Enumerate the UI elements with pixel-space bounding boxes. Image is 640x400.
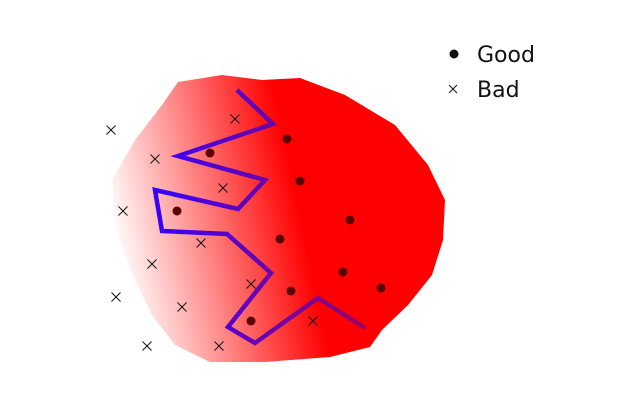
bad-point <box>308 316 318 326</box>
bad-point <box>147 259 157 269</box>
good-region-blob <box>112 75 445 362</box>
good-point <box>172 206 182 216</box>
bad-point <box>218 183 228 193</box>
legend: Good Bad <box>448 43 535 103</box>
legend-good-label: Good <box>477 43 535 68</box>
legend-good-marker <box>449 49 459 59</box>
good-point <box>345 215 355 225</box>
good-point <box>246 316 256 326</box>
bad-point <box>196 238 206 248</box>
legend-bad-marker <box>448 84 458 94</box>
good-point <box>338 267 348 277</box>
legend-bad-label: Bad <box>477 78 520 103</box>
good-point <box>286 286 296 296</box>
decision-boundary <box>152 88 367 346</box>
bad-point <box>246 279 256 289</box>
bad-point <box>118 206 128 216</box>
bad-point <box>111 292 121 302</box>
good-point <box>376 283 386 293</box>
good-point <box>205 148 215 158</box>
good-point <box>275 234 285 244</box>
good-points <box>172 134 386 326</box>
good-point <box>282 134 292 144</box>
bad-points <box>106 114 318 351</box>
bad-point <box>106 125 116 135</box>
bad-point <box>230 114 240 124</box>
boundary-line <box>152 88 367 346</box>
bad-point <box>150 154 160 164</box>
good-point <box>295 176 305 186</box>
bad-point <box>177 302 187 312</box>
bad-point <box>142 341 152 351</box>
bad-point <box>214 341 224 351</box>
